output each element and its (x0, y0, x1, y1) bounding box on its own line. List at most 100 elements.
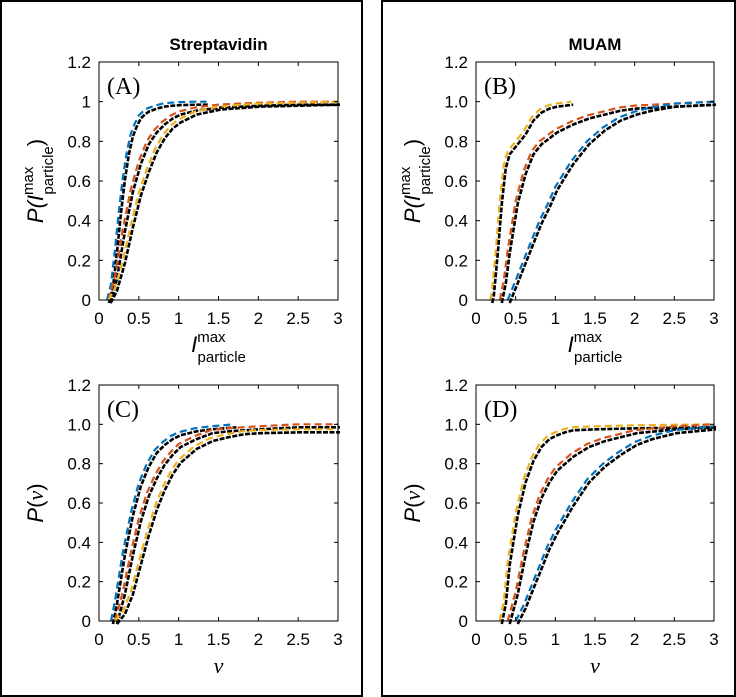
panel-title: MUAM (569, 35, 622, 54)
x-tick-label: 3 (333, 630, 342, 649)
x-tick-label: 0 (94, 630, 103, 649)
fit-line-1 (498, 100, 715, 301)
data-line-1 (508, 426, 717, 625)
panel-d: 0 0.5 1 1.5 2 2.5 3 0 0.2 0.4 0.6 0.8 1.0 1.2 (D) v P(v) (400, 376, 719, 678)
x-tick-label: 2.5 (286, 309, 310, 328)
data-line-2 (115, 430, 340, 625)
panel-label: (A) (107, 74, 140, 100)
x-tick-label: 0.5 (127, 309, 151, 328)
y-tick-label: 0.8 (444, 132, 468, 151)
y-tick-label: 0 (82, 291, 91, 310)
x-tick-label: 1.5 (583, 309, 607, 328)
y-axis-label: P(Imax particle) (397, 139, 434, 223)
y-tick-label: 1.2 (444, 53, 468, 72)
x-tick-label: 2 (630, 630, 639, 649)
x-tick-label: 2 (630, 309, 639, 328)
panel-label: (D) (484, 397, 517, 423)
data-line-2 (516, 428, 717, 625)
y-tick-label: 0.2 (444, 573, 468, 592)
x-tick-label: 3 (709, 630, 718, 649)
y-tick-label: 0.6 (67, 494, 91, 513)
data-line-0 (107, 103, 209, 304)
data-line-0 (491, 103, 574, 304)
fit-line-2 (114, 428, 338, 622)
x-axis-label: Imax particle (191, 329, 246, 366)
x-tick-label: 0.5 (504, 630, 528, 649)
x-axis-label: v (214, 653, 224, 678)
right-column-frame (381, 0, 736, 697)
fit-line-2 (514, 425, 715, 622)
fit-line-2 (506, 100, 715, 301)
fit-line-1 (113, 423, 338, 622)
y-tick-label: 0.8 (444, 455, 468, 474)
panel-title: Streptavidin (169, 35, 267, 54)
fit-line-0 (489, 100, 572, 301)
y-tick-label: 0 (459, 612, 468, 631)
data-line-0 (111, 426, 237, 625)
x-tick-label: 0 (94, 309, 103, 328)
y-axis-label: P(v) (400, 483, 425, 522)
y-tick-label: 0 (459, 291, 468, 310)
y-tick-label: 1.0 (67, 415, 91, 434)
panel-b: MUAM 0 0.5 1 1.5 2 2.5 3 0 0.2 0.4 0.6 0.8 1.0 1.2 (B) I… (397, 35, 719, 366)
y-tick-label: 1.0 (444, 93, 468, 112)
y-tick-label: 1.2 (67, 376, 91, 395)
y-tick-label: 1.2 (444, 376, 468, 395)
data-line-2 (508, 103, 717, 304)
y-tick-label: 0.2 (67, 573, 91, 592)
x-tick-label: 1 (174, 630, 183, 649)
x-tick-label: 0.5 (504, 309, 528, 328)
x-tick-label: 0 (471, 630, 480, 649)
x-tick-label: 0 (471, 309, 480, 328)
y-tick-label: 1.2 (67, 53, 91, 72)
left-column-frame (0, 0, 363, 697)
x-tick-label: 1.5 (207, 630, 231, 649)
fit-line-0 (498, 423, 715, 622)
panel-label: (B) (484, 74, 516, 100)
panels: Streptavidin 0 0.5 1 1.5 2 2.5 3 0 0.2 0.4 0.6 0.8 1 1… (20, 35, 719, 678)
y-tick-label: 0.6 (444, 172, 468, 191)
fit-line-1 (506, 423, 715, 622)
fit-line-0 (105, 100, 207, 301)
x-tick-label: 2.5 (663, 630, 687, 649)
y-tick-label: 0.8 (67, 455, 91, 474)
y-tick-label: 0.6 (444, 494, 468, 513)
y-tick-label: 0.4 (444, 533, 468, 552)
y-tick-label: 0.6 (67, 172, 91, 191)
panel-c: 0 0.5 1 1.5 2 2.5 3 0 0.2 0.4 0.6 0.8 1.0 1.2 (C) v P(v) (23, 376, 343, 678)
fit-line-2 (107, 100, 339, 301)
y-axis-label: P(v) (23, 483, 48, 522)
x-axis-label: v (590, 653, 600, 678)
data-line-2 (109, 103, 341, 304)
x-tick-label: 2 (254, 309, 263, 328)
x-tick-label: 2.5 (663, 309, 687, 328)
data-line-1 (500, 103, 717, 304)
y-tick-label: 1 (82, 93, 91, 112)
y-tick-label: 0.4 (67, 533, 91, 552)
data-line-0 (500, 426, 717, 625)
fit-line-1 (107, 100, 338, 301)
y-tick-label: 0.4 (67, 212, 91, 231)
y-tick-label: 0.8 (67, 132, 91, 151)
panel-a: Streptavidin 0 0.5 1 1.5 2 2.5 3 0 0.2 0.4 0.6 0.8 1 1… (20, 35, 343, 366)
y-tick-label: 0.4 (444, 212, 468, 231)
x-tick-label: 1.5 (583, 630, 607, 649)
y-tick-label: 0.2 (444, 251, 468, 270)
x-tick-label: 1.5 (207, 309, 231, 328)
x-tick-label: 0.5 (127, 630, 151, 649)
x-tick-label: 3 (333, 309, 342, 328)
x-tick-label: 2 (254, 630, 263, 649)
x-tick-label: 1 (551, 630, 560, 649)
x-axis-label: Imax particle (568, 329, 623, 366)
y-tick-label: 0.2 (67, 251, 91, 270)
y-axis-label: P(Imax particle) (20, 139, 57, 223)
panel-label: (C) (107, 397, 139, 423)
data-line-1 (109, 103, 340, 304)
x-tick-label: 2.5 (286, 630, 310, 649)
x-tick-label: 1 (174, 309, 183, 328)
y-tick-label: 0 (82, 612, 91, 631)
x-tick-label: 3 (709, 309, 718, 328)
y-tick-label: 1.0 (444, 415, 468, 434)
x-tick-label: 1 (551, 309, 560, 328)
